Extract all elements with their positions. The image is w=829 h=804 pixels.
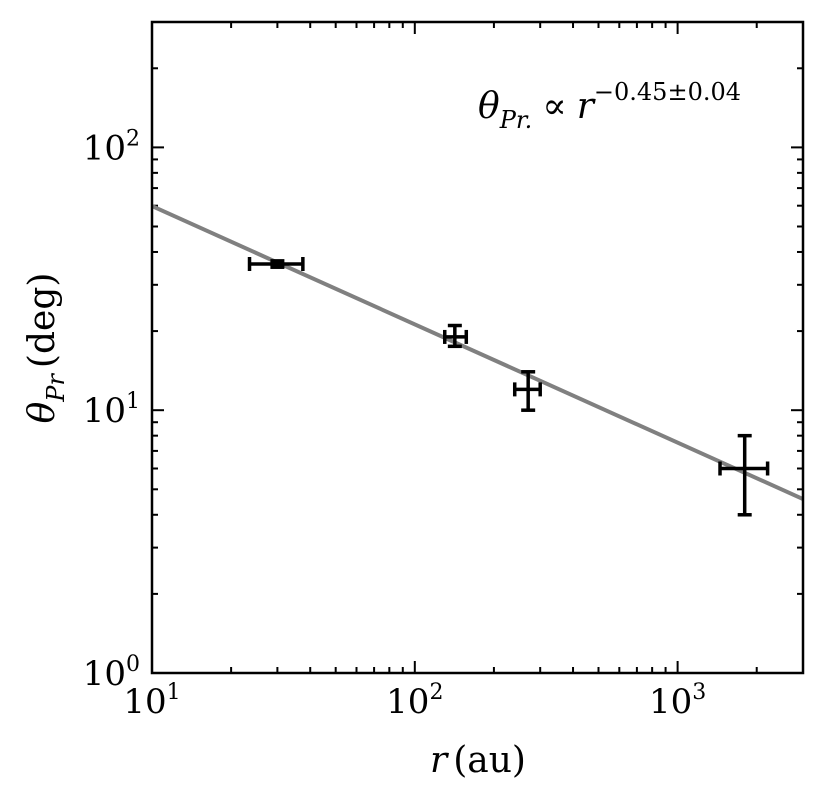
y-tick-label: 101 xyxy=(83,389,140,431)
y-tick-label: 100 xyxy=(83,652,140,694)
data-point xyxy=(247,256,305,271)
data-point xyxy=(442,323,469,349)
fit-line xyxy=(151,204,804,501)
data-point xyxy=(512,370,542,412)
plot-frame xyxy=(150,20,805,675)
x-axis-label: r (au) xyxy=(430,740,526,781)
y-axis-sub: Pr xyxy=(42,373,70,403)
y-axis-unit: (deg) xyxy=(22,273,63,368)
y-tick-label: 102 xyxy=(83,126,140,168)
y-axis-var: θ xyxy=(22,401,63,423)
x-tick-label: 102 xyxy=(386,680,443,722)
fit-annotation: θPr. ∝ r−0.45±0.04 xyxy=(478,78,741,134)
points-layer xyxy=(247,256,770,517)
fit-layer xyxy=(151,204,804,501)
x-tick-label: 101 xyxy=(123,680,180,722)
annotation-relation: ∝ xyxy=(542,86,566,127)
annotation-rhs: r xyxy=(577,86,596,127)
x-axis-var: r xyxy=(430,740,449,781)
annotation-sub: Pr. xyxy=(499,106,533,134)
annotation-exponent: −0.45±0.04 xyxy=(594,78,741,106)
x-tick-label: 103 xyxy=(649,680,706,722)
data-point xyxy=(718,433,770,517)
x-axis-unit: (au) xyxy=(453,740,526,781)
annotation-var: θ xyxy=(478,86,500,127)
y-axis-label: θPr (deg) xyxy=(22,273,70,424)
